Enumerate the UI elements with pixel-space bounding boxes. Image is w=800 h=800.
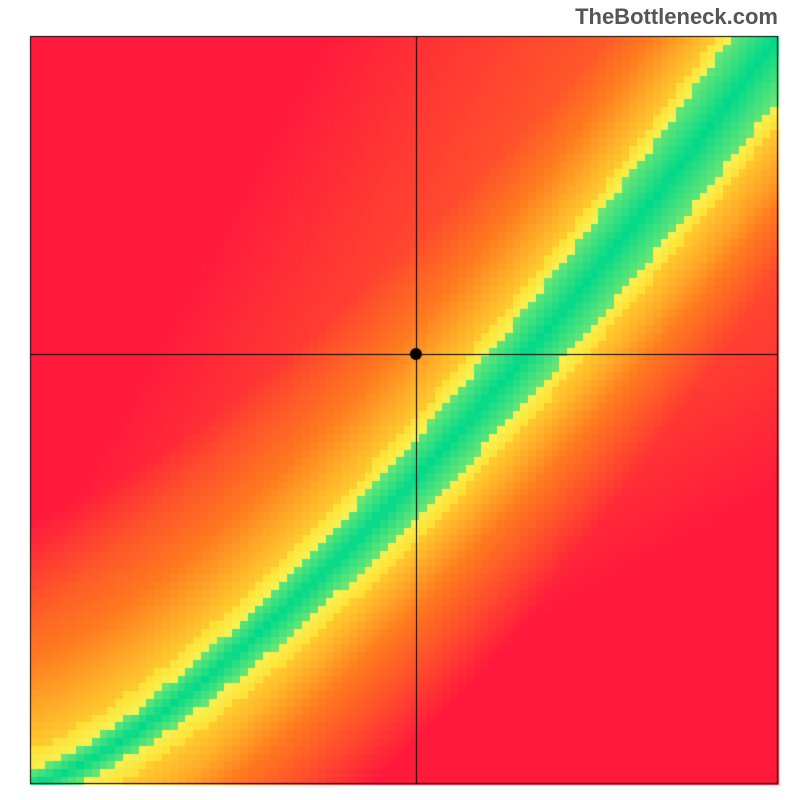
watermark-text: TheBottleneck.com [575, 4, 778, 30]
bottleneck-heatmap [0, 0, 800, 800]
chart-container: TheBottleneck.com [0, 0, 800, 800]
